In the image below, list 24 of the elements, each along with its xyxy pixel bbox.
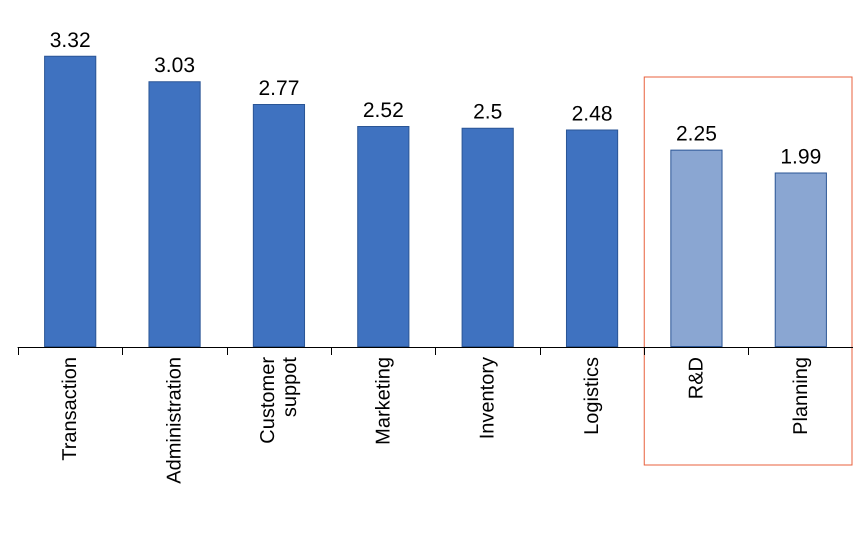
bar <box>566 129 618 347</box>
x-tick-label: R&D <box>685 357 708 400</box>
data-label: 2.52 <box>362 98 404 122</box>
data-label: 2.48 <box>572 102 612 126</box>
x-tick-label: Administration <box>164 357 186 484</box>
data-label: 2.25 <box>676 122 717 146</box>
data-label: 3.32 <box>50 28 91 52</box>
x-tick-label: Logistics <box>581 357 604 435</box>
bar <box>44 56 96 347</box>
bar <box>252 104 306 347</box>
x-tick-label: Inventory <box>476 357 499 440</box>
x-tick-label: Customer suppot <box>256 356 301 444</box>
bar <box>462 128 514 347</box>
data-label: 2.5 <box>473 100 502 124</box>
data-label: 2.77 <box>258 77 300 100</box>
data-label: 1.99 <box>780 145 822 168</box>
bar <box>670 150 723 347</box>
x-tick-label: Planning <box>790 357 812 435</box>
x-tick-label: Marketing <box>372 357 394 445</box>
bar <box>148 81 201 347</box>
bar <box>774 172 827 347</box>
data-label: 3.03 <box>154 54 195 78</box>
x-tick-label: Transaction <box>59 357 82 461</box>
bar <box>357 126 410 347</box>
